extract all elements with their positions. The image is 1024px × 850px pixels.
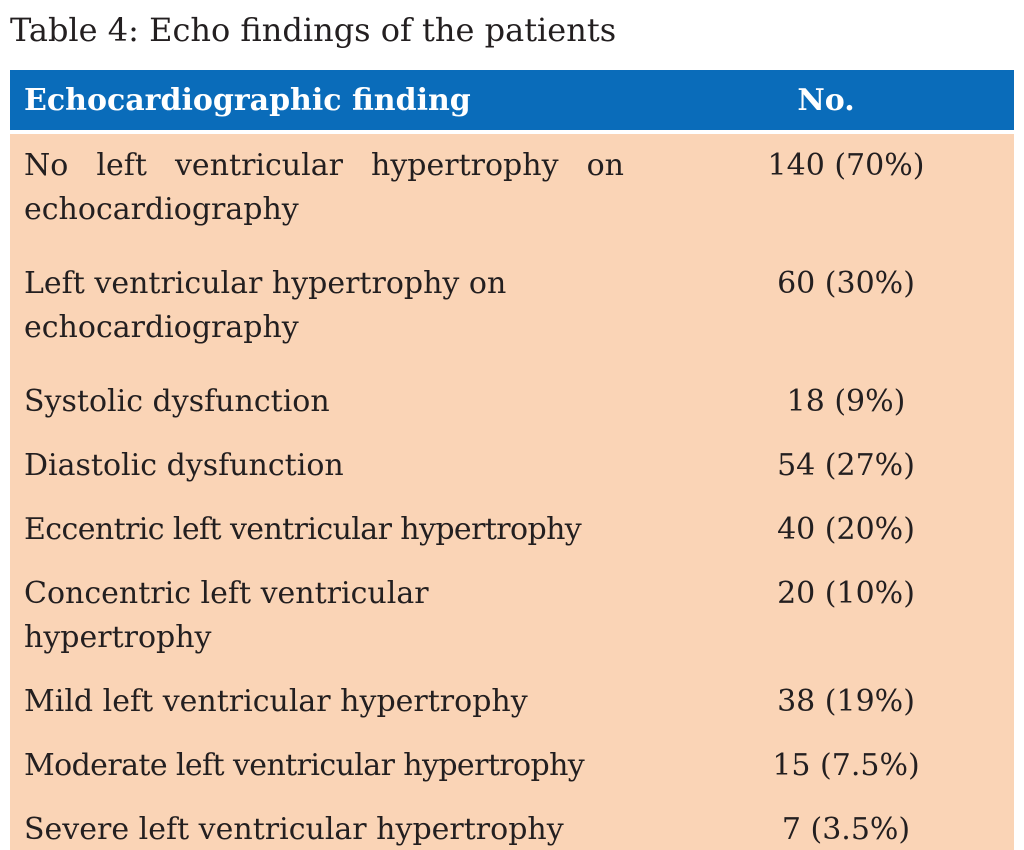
finding-cell: Systolic dysfunction [10, 370, 638, 434]
header-finding: Echocardiographic finding [10, 70, 638, 134]
table-row: Diastolic dysfunction 54 (27%) [10, 434, 1014, 498]
finding-text: Left ventricular hypertrophy on echocard… [24, 266, 507, 345]
finding-text: Systolic dysfunction [24, 384, 330, 419]
count-cell: 7 (3.5%) [638, 798, 1014, 850]
count-cell: 15 (7.5%) [638, 734, 1014, 798]
finding-cell: Severe left ventricular hypertrophy [10, 798, 638, 850]
finding-cell: Eccentric left ventricular hypertrophy [10, 498, 638, 562]
table-row: Systolic dysfunction 18 (9%) [10, 370, 1014, 434]
count-cell: 20 (10%) [638, 562, 1014, 670]
count-cell: 140 (70%) [638, 132, 1014, 252]
findings-table-container: Echocardiographic finding No. No left ve… [10, 70, 1014, 850]
finding-cell: Mild left ventricular hypertrophy [10, 670, 638, 734]
table-row: Left ventricular hypertrophy on echocard… [10, 252, 1014, 370]
header-number: No. [638, 70, 1014, 134]
finding-text: Concentric left ventricular hypertrophy [24, 576, 429, 655]
table-header-row: Echocardiographic finding No. [10, 70, 1014, 134]
count-cell: 60 (30%) [638, 252, 1014, 370]
finding-text: No left ventricular hypertrophy on echoc… [24, 148, 624, 227]
count-cell: 54 (27%) [638, 434, 1014, 498]
finding-cell: Diastolic dysfunction [10, 434, 638, 498]
finding-cell: Concentric left ventricular hypertrophy [10, 562, 638, 670]
finding-cell: Moderate left ventricular hypertrophy [10, 734, 638, 798]
table-row: Severe left ventricular hypertrophy 7 (3… [10, 798, 1014, 850]
table-row: Moderate left ventricular hypertrophy 15… [10, 734, 1014, 798]
table-row: Concentric left ventricular hypertrophy … [10, 562, 1014, 670]
finding-text: Moderate left ventricular hypertrophy [24, 748, 585, 783]
table-row: Mild left ventricular hypertrophy 38 (19… [10, 670, 1014, 734]
count-cell: 38 (19%) [638, 670, 1014, 734]
finding-cell: No left ventricular hypertrophy on echoc… [10, 132, 638, 252]
table-row: Eccentric left ventricular hypertrophy 4… [10, 498, 1014, 562]
finding-text: Eccentric left ventricular hypertrophy [24, 512, 582, 547]
findings-table: Echocardiographic finding No. No left ve… [10, 70, 1014, 850]
count-cell: 18 (9%) [638, 370, 1014, 434]
finding-text: Mild left ventricular hypertrophy [24, 684, 528, 719]
table-caption: Table 4: Echo findings of the patients [10, 11, 617, 49]
table-row: No left ventricular hypertrophy on echoc… [10, 132, 1014, 252]
finding-text: Severe left ventricular hypertrophy [24, 812, 564, 847]
count-cell: 40 (20%) [638, 498, 1014, 562]
finding-text: Diastolic dysfunction [24, 448, 344, 483]
finding-cell: Left ventricular hypertrophy on echocard… [10, 252, 638, 370]
